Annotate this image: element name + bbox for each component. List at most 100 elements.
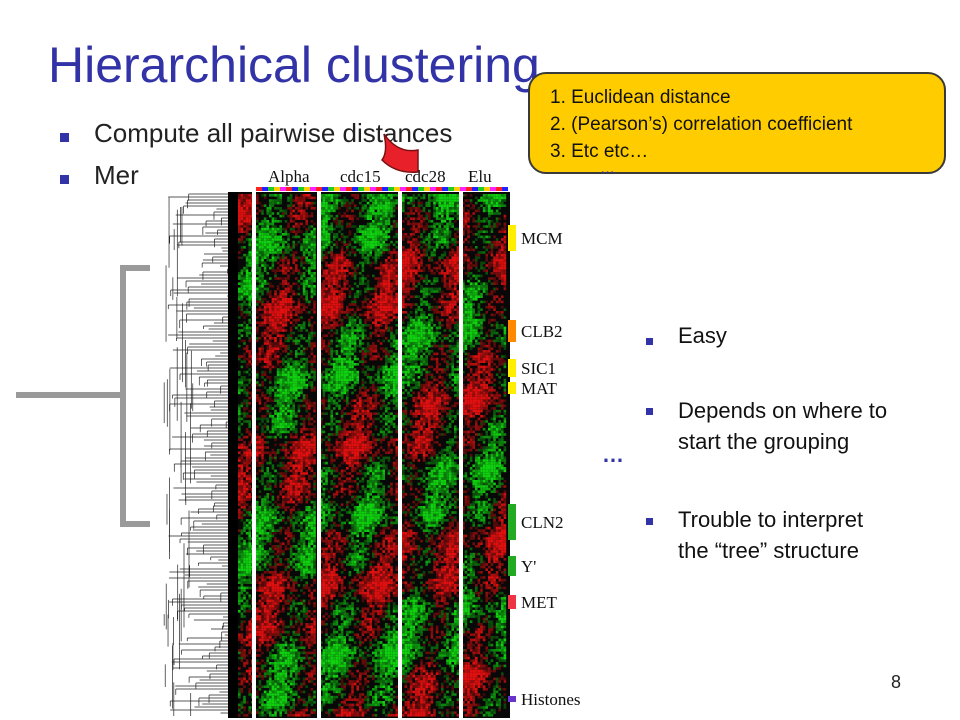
heatmap-cell bbox=[269, 240, 272, 244]
heatmap-cell bbox=[297, 235, 301, 239]
heatmap-cell bbox=[269, 526, 272, 530]
heatmap-cell bbox=[258, 607, 262, 610]
heatmap-cell bbox=[300, 376, 303, 379]
heatmap-cell bbox=[330, 279, 333, 283]
heatmap-cell bbox=[243, 253, 246, 257]
heatmap-cell bbox=[271, 688, 275, 691]
heatmap-cell bbox=[297, 695, 301, 699]
heatmap-cell bbox=[261, 352, 264, 356]
heatmap-cell bbox=[374, 225, 378, 228]
heatmap-cell bbox=[287, 287, 290, 291]
heatmap-cell bbox=[287, 383, 290, 387]
heatmap-cell bbox=[269, 207, 272, 210]
heatmap-cell bbox=[256, 256, 259, 259]
heatmap-cell bbox=[282, 277, 285, 280]
heatmap-cell bbox=[356, 272, 359, 275]
heatmap-cell bbox=[369, 214, 372, 218]
heatmap-cell bbox=[240, 404, 244, 408]
heatmap-cell bbox=[282, 448, 285, 452]
heatmap-cell bbox=[392, 235, 396, 239]
heatmap-cell bbox=[289, 204, 293, 207]
heatmap-cell bbox=[374, 305, 378, 309]
heatmap-cell bbox=[261, 394, 264, 397]
heatmap-cell bbox=[256, 617, 259, 621]
heatmap-cell bbox=[300, 524, 303, 527]
heatmap-cell bbox=[274, 643, 277, 647]
heatmap-cell bbox=[297, 669, 301, 673]
heatmap-cell bbox=[382, 298, 385, 301]
heatmap-cell bbox=[340, 227, 344, 231]
heatmap-cell bbox=[284, 443, 288, 447]
heatmap-cell bbox=[364, 300, 367, 304]
heatmap-cell bbox=[320, 256, 323, 259]
heatmap-cell bbox=[243, 677, 246, 681]
heatmap-cell bbox=[310, 428, 314, 431]
heatmap-cell bbox=[287, 677, 290, 681]
heatmap-cell bbox=[310, 368, 314, 371]
heatmap-cell bbox=[340, 220, 344, 223]
heatmap-cell bbox=[325, 251, 328, 254]
heatmap-cell bbox=[256, 675, 259, 678]
heatmap-cell bbox=[305, 534, 308, 538]
heatmap-cell bbox=[302, 474, 306, 478]
heatmap-cell bbox=[333, 233, 336, 236]
heatmap-cell bbox=[289, 547, 293, 551]
heatmap-cell bbox=[279, 532, 282, 535]
heatmap-cell bbox=[238, 586, 241, 590]
heatmap-cell bbox=[266, 636, 269, 639]
heatmap-cell bbox=[276, 256, 280, 259]
heatmap-cell bbox=[377, 238, 380, 241]
heatmap-cell bbox=[256, 370, 259, 374]
heatmap-cell bbox=[276, 664, 280, 668]
heatmap-cell bbox=[308, 630, 311, 634]
heatmap-cell bbox=[292, 537, 295, 540]
heatmap-cell bbox=[282, 638, 285, 642]
heatmap-cell bbox=[322, 259, 326, 262]
heatmap-cell bbox=[287, 391, 290, 395]
heatmap-cell bbox=[266, 246, 269, 249]
heatmap-cell bbox=[305, 472, 308, 475]
heatmap-cell bbox=[238, 539, 241, 543]
heatmap-cell bbox=[258, 233, 262, 236]
heatmap-cell bbox=[310, 417, 314, 421]
heatmap-cell bbox=[295, 495, 298, 499]
heatmap-cell bbox=[282, 422, 285, 426]
heatmap-cell bbox=[269, 708, 272, 712]
heatmap-cell bbox=[245, 347, 249, 350]
heatmap-cell bbox=[346, 269, 349, 272]
heatmap-cell bbox=[313, 628, 316, 631]
heatmap-cell bbox=[261, 415, 264, 418]
heatmap-cell bbox=[271, 584, 275, 587]
heatmap-cell bbox=[279, 412, 282, 415]
heatmap-cell bbox=[390, 282, 393, 285]
heatmap-cell bbox=[295, 225, 298, 228]
heatmap-cell bbox=[274, 350, 277, 353]
heatmap-cell bbox=[327, 287, 331, 291]
heatmap-cell bbox=[346, 253, 349, 257]
heatmap-cell bbox=[271, 248, 275, 252]
heatmap-cell bbox=[320, 300, 323, 304]
heatmap-cell bbox=[300, 259, 303, 262]
heatmap-cell bbox=[271, 589, 275, 592]
heatmap-cell bbox=[305, 586, 308, 590]
heatmap-cell bbox=[243, 498, 246, 501]
heatmap-cell bbox=[310, 516, 314, 519]
heatmap-cell bbox=[276, 220, 280, 223]
heatmap-cell bbox=[351, 248, 354, 252]
heatmap-cell bbox=[240, 506, 244, 509]
heatmap-cell bbox=[330, 240, 333, 244]
heatmap-cell bbox=[302, 285, 306, 288]
heatmap-cell bbox=[300, 623, 303, 626]
heatmap-cell bbox=[372, 248, 375, 252]
heatmap-cell bbox=[287, 529, 290, 532]
heatmap-cell bbox=[297, 638, 301, 642]
heatmap-cell bbox=[295, 266, 298, 270]
heatmap-cell bbox=[379, 279, 383, 283]
heatmap-cell bbox=[313, 266, 316, 270]
heatmap-cell bbox=[382, 209, 385, 213]
heatmap-cell bbox=[335, 243, 339, 246]
heatmap-cell bbox=[313, 571, 316, 574]
heatmap-cell bbox=[289, 706, 293, 709]
heatmap-cell bbox=[379, 298, 383, 301]
heatmap-cell bbox=[261, 594, 264, 597]
